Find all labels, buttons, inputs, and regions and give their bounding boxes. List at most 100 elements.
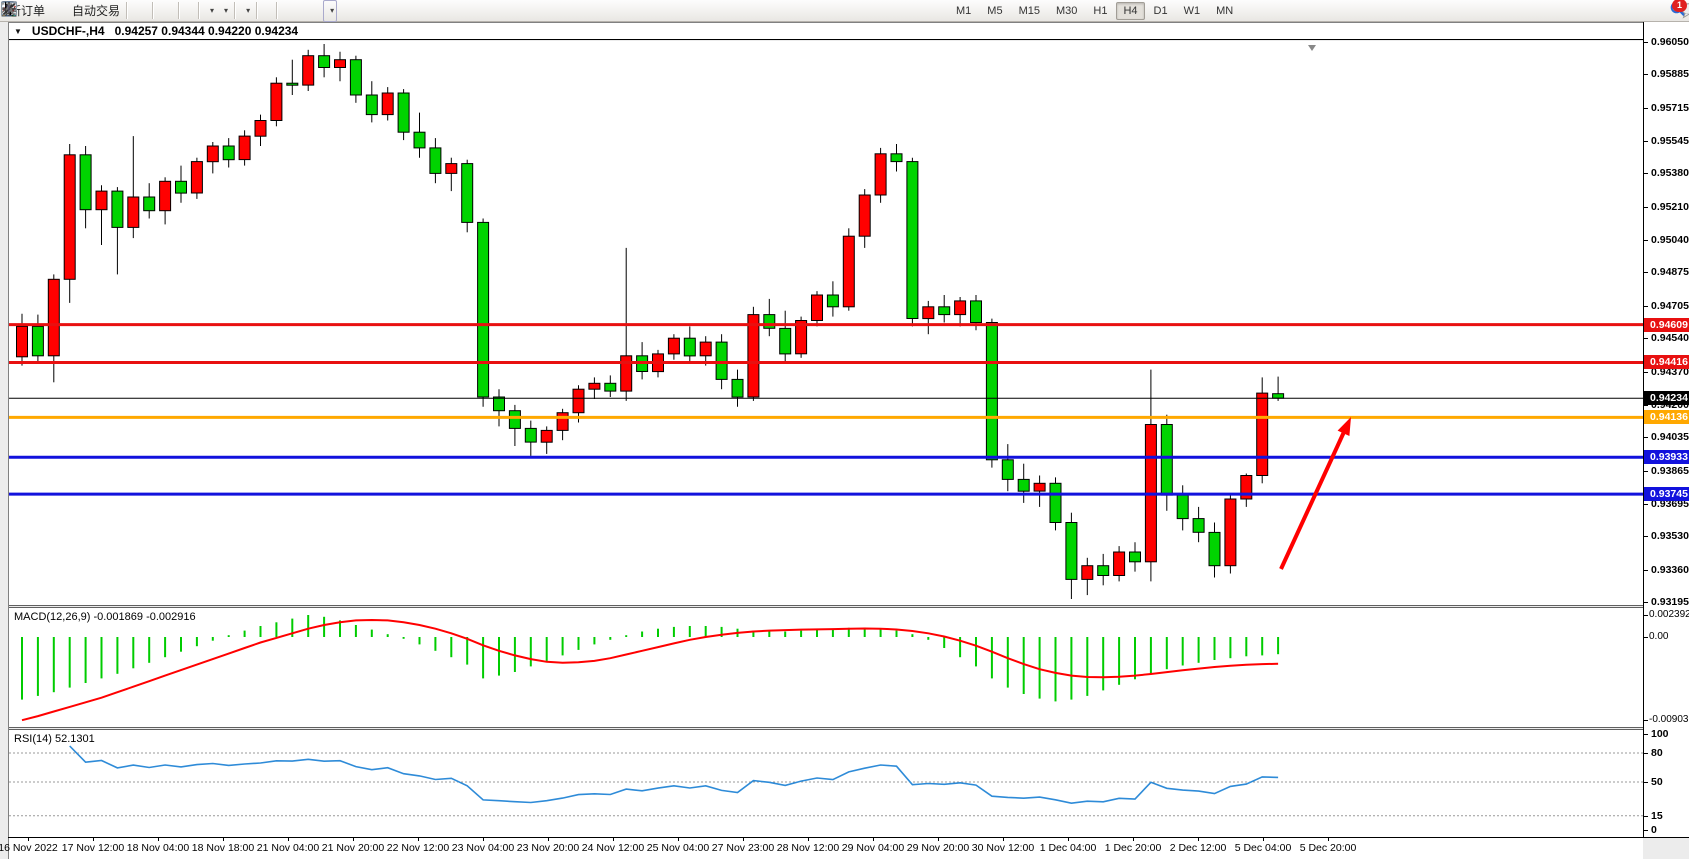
price-tick: [1644, 240, 1648, 241]
price-tick-label: 0.95545: [1651, 135, 1689, 147]
text-button[interactable]: A: [4, 0, 317, 22]
time-tick-label: 2 Dec 12:00: [1169, 842, 1227, 854]
timeframe-button-h4[interactable]: H4: [1116, 2, 1145, 20]
chart-frame-top: [8, 22, 1689, 23]
templates-button[interactable]: ▾: [1, 0, 253, 22]
price-tick: [1644, 437, 1648, 438]
time-axis[interactable]: 16 Nov 2022 17 Nov 12:00 18 Nov 04:00 18 No…: [0, 838, 1643, 859]
time-tick-label: 21 Nov 20:00: [321, 842, 385, 854]
toolbar-separator: [152, 2, 155, 19]
price-tick-label: 0.93360: [1651, 564, 1689, 576]
time-tick-label: 29 Nov 20:00: [906, 842, 970, 854]
timeframe-button-h1[interactable]: H1: [1093, 5, 1108, 17]
price-tick-label: 0.93695: [1651, 498, 1689, 510]
svg-text:F: F: [11, 10, 16, 19]
price-tick-label: 0.95885: [1651, 68, 1689, 80]
time-tick-label: 30 Nov 12:00: [971, 842, 1035, 854]
timeframe-button-d1[interactable]: D1: [1153, 5, 1168, 17]
price-tick: [1644, 602, 1648, 603]
time-tick: [678, 838, 679, 841]
price-tick: [1644, 536, 1648, 537]
price-tick-label: 0.94705: [1651, 300, 1689, 312]
price-tick: [1644, 173, 1648, 174]
macd-tick: [1644, 615, 1648, 616]
price-tick-label: 0.93195: [1651, 596, 1689, 608]
time-tick: [1198, 838, 1199, 841]
price-tick: [1644, 405, 1648, 406]
time-tick: [93, 838, 94, 841]
pane-separator[interactable]: [9, 607, 1643, 608]
timeframe-button-mn[interactable]: MN: [1216, 5, 1234, 17]
chevron-down-icon[interactable]: ▾: [246, 6, 251, 15]
rsi-line: [69, 745, 1279, 805]
time-tick: [873, 838, 874, 841]
price-tick-label: 0.95715: [1651, 102, 1689, 114]
time-tick-label: 1 Dec 04:00: [1039, 842, 1097, 854]
time-tick: [1263, 838, 1264, 841]
auto-trading-button[interactable]: 自动交易: [1, 0, 123, 22]
price-tick: [1644, 207, 1648, 208]
macd-label: MACD(12,26,9) -0.001869 -0.002916: [14, 611, 196, 623]
chart-frame-left: [8, 22, 9, 859]
price-tick: [1644, 42, 1648, 43]
price-tick: [1644, 108, 1648, 109]
toolbar-separator: [198, 2, 201, 19]
price-tick-label: 0.94370: [1651, 366, 1689, 378]
new-order-button-label: 新订单: [9, 4, 46, 18]
timeframe-button-m30[interactable]: M30: [1055, 5, 1078, 17]
time-tick: [28, 838, 29, 841]
chevron-down-icon[interactable]: ▾: [210, 6, 215, 15]
rsi-tick: [1644, 830, 1648, 831]
time-tick-label: 5 Dec 04:00: [1234, 842, 1292, 854]
price-tick-label: 0.93865: [1651, 465, 1689, 477]
tile-windows-button[interactable]: [1, 0, 175, 22]
price-badge-pivot: 0.94136: [1644, 410, 1689, 424]
time-tick: [158, 838, 159, 841]
macd-indicator-pane[interactable]: MACD(12,26,9) -0.001869 -0.002916: [9, 608, 1643, 727]
chevron-down-icon[interactable]: ▾: [224, 6, 229, 15]
timeframe-button-w1[interactable]: W1: [1183, 5, 1201, 17]
timeframe-button-m1[interactable]: M1: [956, 5, 972, 17]
price-tick-label: 0.96050: [1651, 36, 1689, 48]
line-chart-button[interactable]: [1, 0, 149, 22]
chart-autoscroll-button[interactable]: [3, 0, 195, 22]
time-tick-label: 29 Nov 04:00: [841, 842, 905, 854]
one-click-trading-arrow[interactable]: ▼: [14, 26, 22, 36]
price-axis[interactable]: 0.96050 0.95885 0.95715 0.95545 0.95380 0.952…: [1643, 22, 1689, 837]
rsi-tick: [1644, 816, 1648, 817]
price-tick: [1644, 504, 1648, 505]
crosshair-button[interactable]: [2, 0, 273, 22]
timeframe-button-m5[interactable]: M5: [987, 5, 1003, 17]
text-label-button[interactable]: T: [1, 0, 323, 22]
svg-text:E: E: [12, 12, 17, 19]
time-tick: [1328, 838, 1329, 841]
time-tick: [743, 838, 744, 841]
new-chart-button[interactable]: ▾: [1, 0, 217, 22]
pane-separator[interactable]: [9, 729, 1643, 730]
timeframe-button-m15[interactable]: M15: [1018, 5, 1040, 17]
price-tick: [1644, 272, 1648, 273]
arrows-button[interactable]: ▾: [3, 0, 338, 22]
rsi-tick-label: 50: [1651, 776, 1663, 788]
notifications-button[interactable]: 1: [1672, 0, 1689, 22]
pane-separator[interactable]: [9, 605, 1643, 606]
periods-button[interactable]: ▾: [1, 0, 231, 22]
macd-tick-label: 0.00: [1649, 631, 1669, 642]
main-chart-pane[interactable]: [9, 41, 1643, 605]
notification-count-badge: 1: [1672, 0, 1687, 12]
price-tick: [1644, 306, 1648, 307]
time-tick: [548, 838, 549, 841]
timeframe-toolbar: M1 M5 M15 M30 H1 H4 D1 W1 MN: [948, 0, 1241, 22]
rsi-indicator-pane[interactable]: RSI(14) 52.1301: [9, 730, 1643, 837]
chevron-down-icon[interactable]: ▾: [330, 6, 335, 15]
svg-text:T: T: [6, 4, 13, 16]
pane-separator[interactable]: [9, 727, 1643, 728]
price-tick-label: 0.95380: [1651, 167, 1689, 179]
trend-arrow-annotation[interactable]: [1279, 417, 1351, 570]
price-tick: [1644, 372, 1648, 373]
time-tick: [938, 838, 939, 841]
time-tick-label: 18 Nov 04:00: [126, 842, 190, 854]
time-tick-label: 17 Nov 12:00: [61, 842, 125, 854]
time-tick-label: 23 Nov 20:00: [516, 842, 580, 854]
time-tick: [418, 838, 419, 841]
